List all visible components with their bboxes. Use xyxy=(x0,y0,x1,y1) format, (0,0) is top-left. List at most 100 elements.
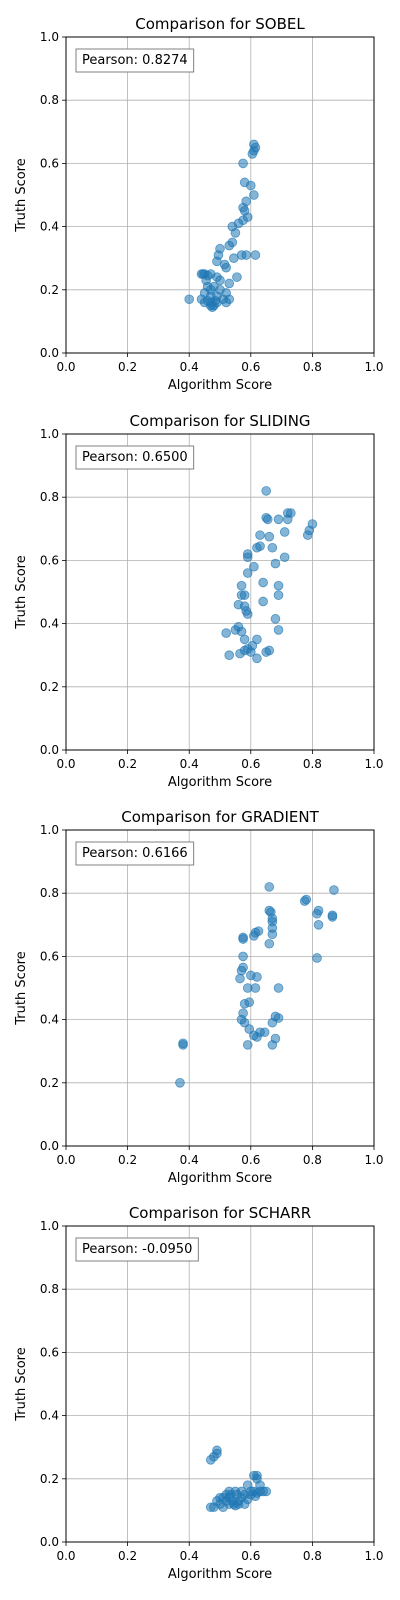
scatter-point xyxy=(184,294,195,305)
scatter-point xyxy=(238,158,248,169)
axes-frame xyxy=(65,1225,375,1543)
x-tick-label: 0.0 xyxy=(56,1153,75,1167)
y-tick-label: 0.8 xyxy=(40,93,59,107)
x-tick-label: 0.2 xyxy=(118,360,137,374)
y-tick-label: 1.0 xyxy=(40,1219,59,1233)
scatter-point xyxy=(267,1040,278,1050)
annotation-box xyxy=(75,48,195,73)
scatter-point xyxy=(313,919,324,930)
scatter-point xyxy=(235,648,245,659)
x-tick-label: 0.8 xyxy=(303,360,322,374)
scatter-point xyxy=(236,626,247,637)
scatter-point xyxy=(252,542,262,553)
scatter-point xyxy=(261,486,272,496)
chart-title: Comparison for SLIDING xyxy=(129,412,310,430)
axes-frame xyxy=(65,433,375,751)
y-tick-label: 0.2 xyxy=(40,1076,59,1090)
x-tick-label: 0.2 xyxy=(118,757,137,771)
x-tick-label: 0.4 xyxy=(180,360,199,374)
x-tick-label: 0.0 xyxy=(56,1549,75,1563)
scatter-point xyxy=(246,180,256,191)
scatter-point xyxy=(258,577,268,588)
y-axis-label: Truth Score xyxy=(14,1347,29,1422)
x-axis-label: Algorithm Score xyxy=(168,1171,272,1186)
chart-title: Comparison for GRADIENT xyxy=(121,808,319,826)
axes-frame xyxy=(65,36,375,354)
scatter-point xyxy=(249,931,259,941)
y-tick-label: 0.6 xyxy=(40,156,59,170)
scatter-point xyxy=(273,625,284,635)
scatter-point xyxy=(302,530,313,540)
scatter-point xyxy=(242,552,253,563)
scatter-point xyxy=(209,300,219,311)
x-axis-label: Algorithm Score xyxy=(168,1567,272,1582)
scatter-point xyxy=(221,297,231,308)
y-tick-label: 0.8 xyxy=(40,490,59,504)
scatter-point xyxy=(232,272,242,282)
scatter-point xyxy=(273,590,284,600)
scatter-point xyxy=(264,938,275,949)
scatter-point xyxy=(249,190,259,200)
scatter-point xyxy=(312,953,322,963)
scatter-point xyxy=(242,568,253,578)
annotation-box xyxy=(75,445,195,470)
scatter-point xyxy=(178,1040,188,1050)
y-tick-label: 0.4 xyxy=(40,220,59,234)
scatter-point xyxy=(205,1455,216,1465)
scatter-point xyxy=(239,634,250,645)
chart-title: Comparison for SOBEL xyxy=(135,15,305,33)
scatter-point xyxy=(267,1017,278,1028)
scatter-point xyxy=(264,531,275,542)
y-tick-label: 1.0 xyxy=(40,30,59,44)
x-tick-label: 0.8 xyxy=(303,1153,322,1167)
scatter-point xyxy=(224,278,235,289)
x-tick-label: 1.0 xyxy=(364,1153,383,1167)
x-tick-label: 0.0 xyxy=(56,757,75,771)
y-tick-label: 0.0 xyxy=(40,743,59,757)
x-tick-label: 0.4 xyxy=(180,1549,199,1563)
chart-title: Comparison for SCHARR xyxy=(129,1204,311,1222)
scatter-point xyxy=(250,250,261,260)
y-tick-label: 0.2 xyxy=(40,680,59,694)
scatter-point xyxy=(329,885,339,895)
scatter-point xyxy=(238,934,248,944)
x-tick-label: 0.6 xyxy=(241,757,260,771)
scatter-point xyxy=(247,149,258,159)
scatter-point xyxy=(267,542,278,553)
chart-1: Comparison for SLIDING 0.0 0.2 0.4 0.6 0.8 1.0… xyxy=(14,412,384,790)
y-tick-label: 0.0 xyxy=(40,1139,59,1153)
y-tick-label: 0.4 xyxy=(40,617,59,631)
y-tick-label: 0.6 xyxy=(40,949,59,963)
x-tick-label: 0.6 xyxy=(241,1549,260,1563)
scatter-point xyxy=(236,580,247,591)
y-tick-label: 1.0 xyxy=(40,427,59,441)
pearson-annotation: Pearson: 0.6166 xyxy=(82,846,188,861)
x-tick-label: 0.8 xyxy=(303,1549,322,1563)
scatter-point xyxy=(242,1040,253,1050)
scatter-point xyxy=(249,561,259,572)
scatter-point xyxy=(224,650,235,660)
pearson-annotation: Pearson: 0.8274 xyxy=(82,53,188,68)
x-tick-label: 0.2 xyxy=(118,1153,137,1167)
x-tick-label: 0.6 xyxy=(241,360,260,374)
scatter-point xyxy=(239,998,250,1009)
x-tick-label: 0.4 xyxy=(180,757,199,771)
x-axis-label: Algorithm Score xyxy=(168,378,272,393)
scatter-point xyxy=(246,647,256,657)
y-tick-label: 0.6 xyxy=(40,1345,59,1359)
scatter-point xyxy=(258,596,268,607)
pearson-annotation: Pearson: -0.0950 xyxy=(82,1242,192,1257)
scatter-point xyxy=(235,973,245,984)
scatter-point xyxy=(209,1502,219,1513)
y-tick-label: 0.2 xyxy=(40,283,59,297)
scatter-point xyxy=(239,1499,250,1509)
scatter-point xyxy=(252,1032,262,1042)
x-tick-label: 0.0 xyxy=(56,360,75,374)
annotation-box xyxy=(75,1237,199,1262)
scatter-point xyxy=(230,1500,241,1511)
scatter-point xyxy=(238,951,248,962)
scatter-point xyxy=(224,240,235,251)
scatter-point xyxy=(255,530,265,540)
scatter-point xyxy=(229,253,239,264)
scatter-point xyxy=(242,609,253,619)
